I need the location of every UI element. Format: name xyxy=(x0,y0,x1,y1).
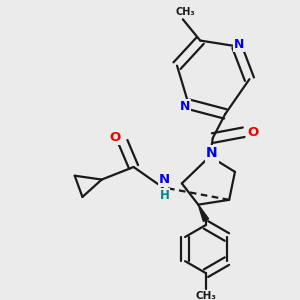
Text: N: N xyxy=(206,150,218,164)
Polygon shape xyxy=(198,205,208,221)
Text: O: O xyxy=(110,130,121,144)
Text: O: O xyxy=(248,126,259,139)
Text: N: N xyxy=(180,100,190,113)
Text: N: N xyxy=(159,173,170,186)
Text: N: N xyxy=(234,38,244,51)
Text: H: H xyxy=(160,188,170,202)
Text: CH₃: CH₃ xyxy=(196,291,217,300)
Text: N: N xyxy=(206,146,218,161)
Text: CH₃: CH₃ xyxy=(175,7,195,16)
